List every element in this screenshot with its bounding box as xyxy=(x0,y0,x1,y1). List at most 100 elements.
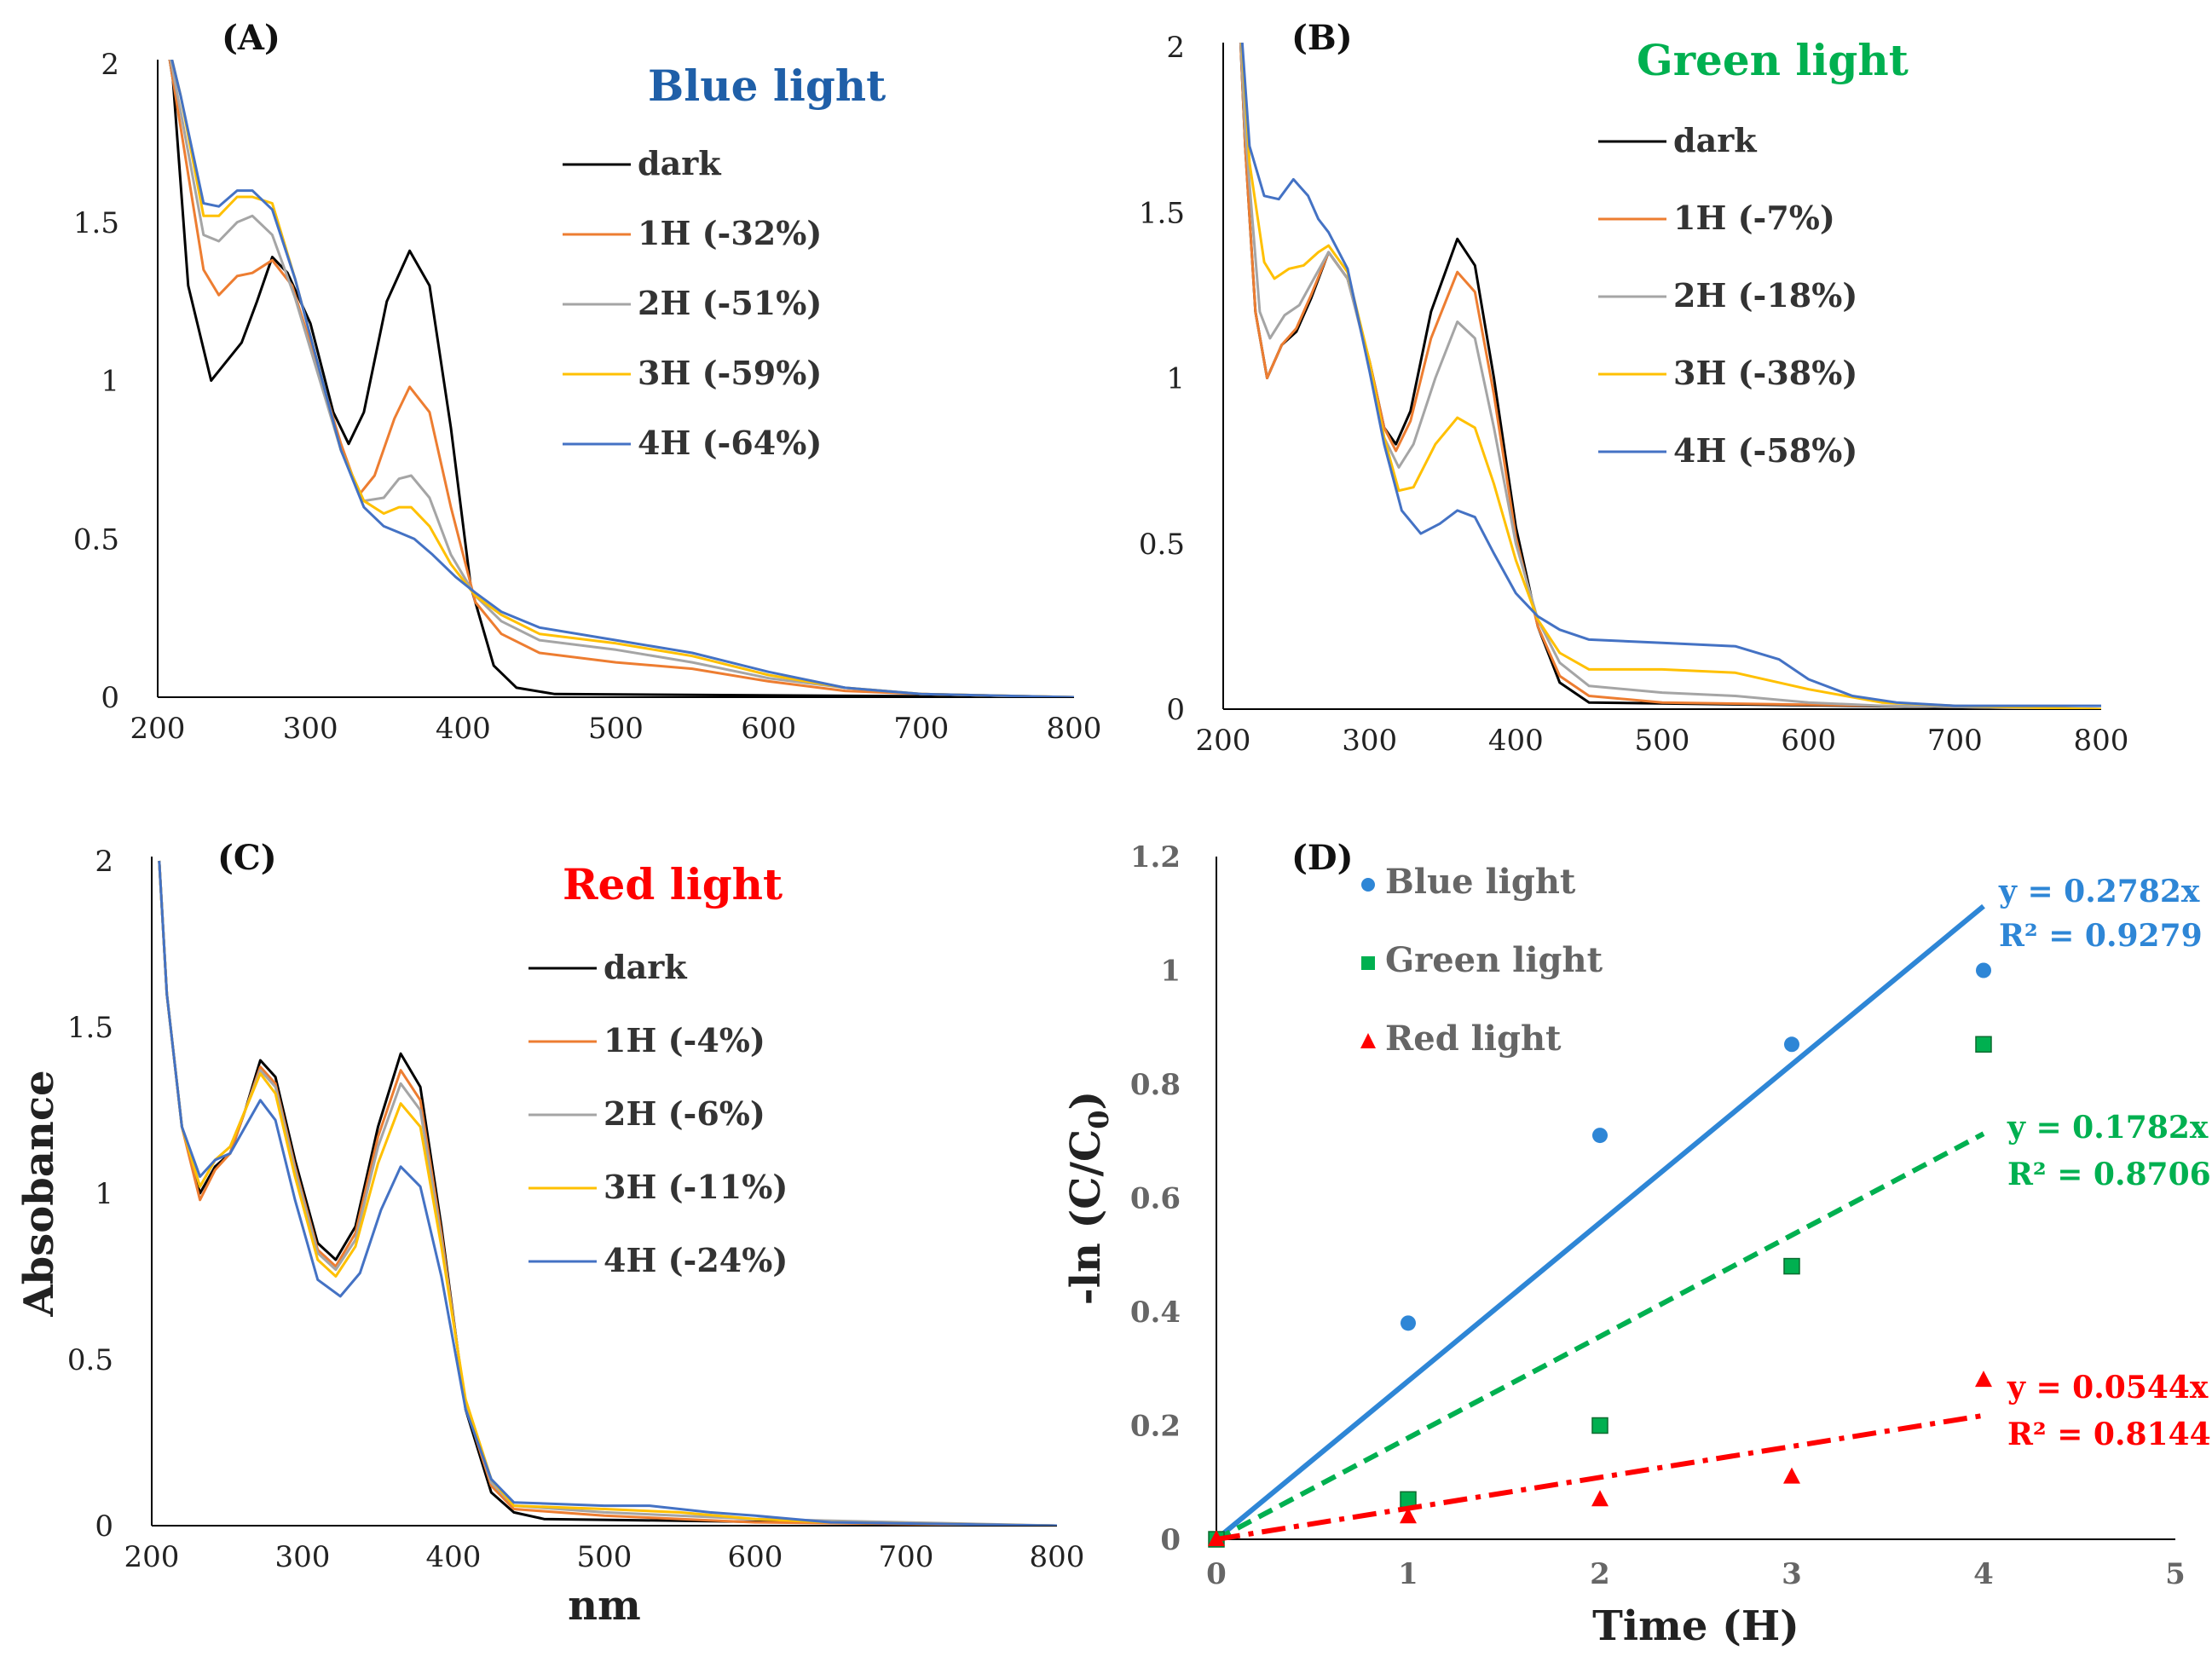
series-line-3h-59 xyxy=(170,60,1074,697)
x-tick-label: 400 xyxy=(436,712,491,746)
y-axis-title-subscript: 0 xyxy=(1083,1111,1115,1129)
y-tick-label: 0.2 xyxy=(1130,1410,1181,1444)
data-point-blue-light xyxy=(1401,1315,1416,1331)
legend-label-4h-24: 4H (-24%) xyxy=(604,1241,788,1279)
x-tick-label: 300 xyxy=(275,1540,331,1574)
x-tick-label: 400 xyxy=(426,1540,482,1574)
y-tick-label: 1.5 xyxy=(73,206,119,240)
x-tick-label: 600 xyxy=(728,1540,783,1574)
data-point-red-light xyxy=(1783,1467,1800,1484)
data-point-blue-light xyxy=(1592,1128,1608,1144)
fit-line-blue-light xyxy=(1215,903,1985,1542)
x-axis-title: nm xyxy=(568,1582,641,1630)
x-tick-label: 500 xyxy=(577,1540,632,1574)
x-tick-label: 200 xyxy=(124,1540,180,1574)
fit-line-green-light xyxy=(1215,1131,1985,1542)
legend-label-dark: dark xyxy=(638,144,721,182)
x-tick-label: 500 xyxy=(588,712,644,746)
legend-label-1h-4: 1H (-4%) xyxy=(604,1021,765,1059)
y-tick-label: 1 xyxy=(101,365,119,399)
chart-title: Green light xyxy=(1637,35,1909,85)
x-tick-label: 1 xyxy=(1398,1557,1418,1591)
y-axis-title-main: -ln (C/C xyxy=(1062,1129,1110,1305)
fit-r-squared: R² = 0.9279 xyxy=(1999,918,2203,954)
data-point-red-light xyxy=(1400,1507,1417,1524)
series-line-dark xyxy=(158,860,1057,1526)
x-tick-label: 400 xyxy=(1488,724,1544,758)
x-tick-label: 600 xyxy=(1781,724,1836,758)
series-line-1h-32 xyxy=(168,60,1074,697)
x-tick-label: 200 xyxy=(130,712,186,746)
series-line-dark xyxy=(168,60,1074,697)
data-point-red-light xyxy=(1591,1490,1608,1507)
panel-label: (B) xyxy=(1291,18,1353,58)
legend-label-3h-11: 3H (-11%) xyxy=(604,1168,788,1206)
y-tick-label: 2 xyxy=(95,845,113,879)
fit-equation: y = 0.0544x xyxy=(2007,1370,2209,1405)
y-tick-label: 0.5 xyxy=(67,1343,113,1377)
legend-marker-red-light xyxy=(1360,1033,1376,1048)
data-point-green-light xyxy=(1591,1417,1608,1434)
x-tick-label: 5 xyxy=(2165,1557,2186,1591)
chart-title: Red light xyxy=(563,859,783,909)
series-curves xyxy=(1239,43,2101,709)
x-tick-label: 800 xyxy=(1047,712,1102,746)
y-tick-label: 0 xyxy=(1160,1523,1181,1557)
panel-label: (C) xyxy=(217,838,277,878)
data-point-red-light xyxy=(1975,1371,1992,1388)
legend-label-2h-51: 2H (-51%) xyxy=(638,284,822,322)
x-tick-label: 700 xyxy=(1927,724,1983,758)
fit-r-squared: R² = 0.8706 xyxy=(2007,1157,2211,1192)
y-axis-title: -ln (C/C0) xyxy=(1062,1091,1115,1305)
x-tick-label: 0 xyxy=(1206,1557,1227,1591)
y-tick-label: 1 xyxy=(1166,362,1185,396)
fit-r-squared: R² = 0.8144 xyxy=(2007,1417,2211,1452)
y-tick-label: 0.5 xyxy=(1139,528,1185,562)
x-tick-label: 700 xyxy=(893,712,949,746)
legend-label-green-light: Green light xyxy=(1385,940,1603,980)
legend-label-4h-58: 4H (-58%) xyxy=(1673,431,1857,470)
y-tick-label: 1.5 xyxy=(1139,196,1185,230)
y-tick-label: 0.4 xyxy=(1130,1296,1181,1330)
legend-label-red-light: Red light xyxy=(1385,1019,1562,1059)
x-tick-label: 800 xyxy=(2074,724,2129,758)
y-tick-label: 2 xyxy=(101,48,119,82)
legend-marker-blue-light xyxy=(1361,878,1375,892)
x-tick-label: 600 xyxy=(741,712,796,746)
x-axis-title: Time (H) xyxy=(1592,1602,1799,1650)
fit-equation: y = 0.2782x xyxy=(1998,874,2200,909)
legend-label-2h-18: 2H (-18%) xyxy=(1673,276,1857,315)
series-line-4h-64 xyxy=(170,60,1074,697)
y-tick-label: 0 xyxy=(101,681,119,715)
legend-marker-green-light xyxy=(1361,956,1375,970)
data-point-green-light xyxy=(1975,1036,1992,1053)
data-point-blue-light xyxy=(1784,1036,1799,1053)
series-curves xyxy=(158,860,1057,1526)
data-point-green-light xyxy=(1400,1491,1417,1509)
legend-label-blue-light: Blue light xyxy=(1385,862,1576,902)
panel-c-absorbance-chart: 200 300 400 500 600 700 800 0 0.5 1 1.5 2 (C) Red lig… xyxy=(15,838,1084,1630)
chart-title: Blue light xyxy=(648,61,886,111)
legend-label-2h-6: 2H (-6%) xyxy=(604,1094,765,1133)
x-tick-label: 200 xyxy=(1196,724,1251,758)
y-tick-label: 1.2 xyxy=(1130,840,1181,874)
panel-label: (A) xyxy=(222,18,280,58)
series-curves xyxy=(168,60,1074,697)
series-line-4h-58 xyxy=(1240,43,2101,707)
y-axis-title: Absobance xyxy=(15,1070,63,1317)
y-axis-title-close: ) xyxy=(1062,1091,1110,1111)
y-tick-label: 0 xyxy=(95,1509,113,1544)
panel-a-absorbance-chart: 200 300 400 500 600 700 800 0 0.5 1 1.5 2 (A) Blue li… xyxy=(73,18,1102,746)
x-tick-label: 4 xyxy=(1973,1557,1994,1591)
x-tick-label: 700 xyxy=(879,1540,934,1574)
legend-label-4h-64: 4H (-64%) xyxy=(638,424,822,462)
y-tick-label: 0.5 xyxy=(73,522,119,557)
y-tick-label: 0.6 xyxy=(1130,1182,1181,1216)
legend-label-dark: dark xyxy=(1673,121,1757,159)
series-line-4h-24 xyxy=(158,860,1057,1526)
y-tick-label: 1 xyxy=(1160,955,1181,989)
y-tick-label: 0 xyxy=(1166,693,1185,727)
y-tick-label: 1 xyxy=(95,1177,113,1211)
data-point-red-light xyxy=(1208,1530,1225,1546)
